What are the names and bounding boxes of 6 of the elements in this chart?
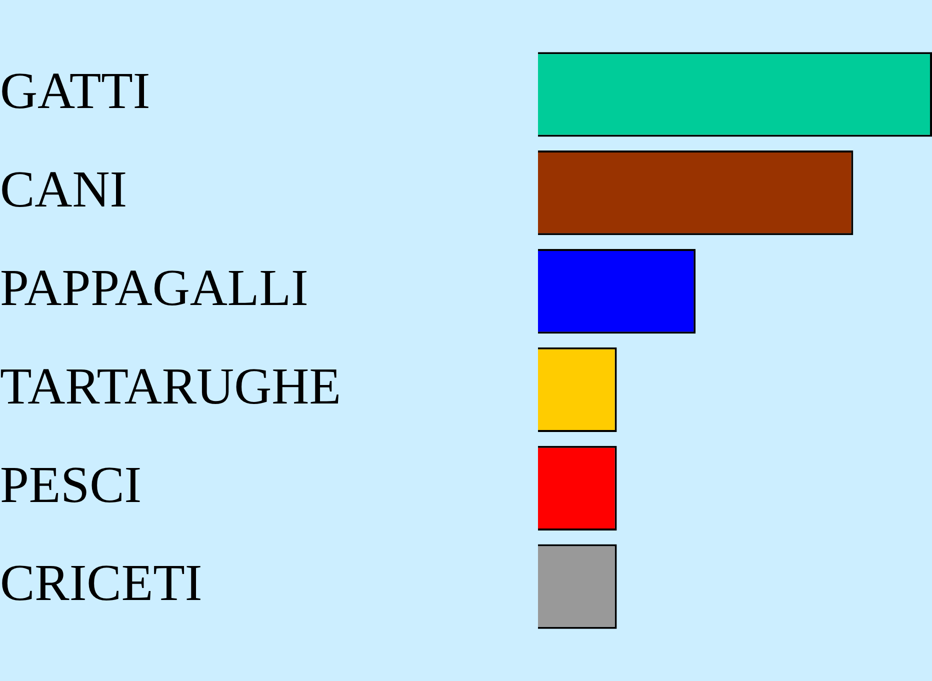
y-tick-label: PESCI <box>0 456 142 514</box>
y-tick-label: CRICETI <box>0 555 202 612</box>
y-tick-label: PAPPAGALLI <box>0 260 308 317</box>
y-tick-label: TARTARUGHE <box>0 358 341 416</box>
y-tick-label: GATTI <box>0 63 150 120</box>
y-tick-label: CANI <box>0 162 128 219</box>
